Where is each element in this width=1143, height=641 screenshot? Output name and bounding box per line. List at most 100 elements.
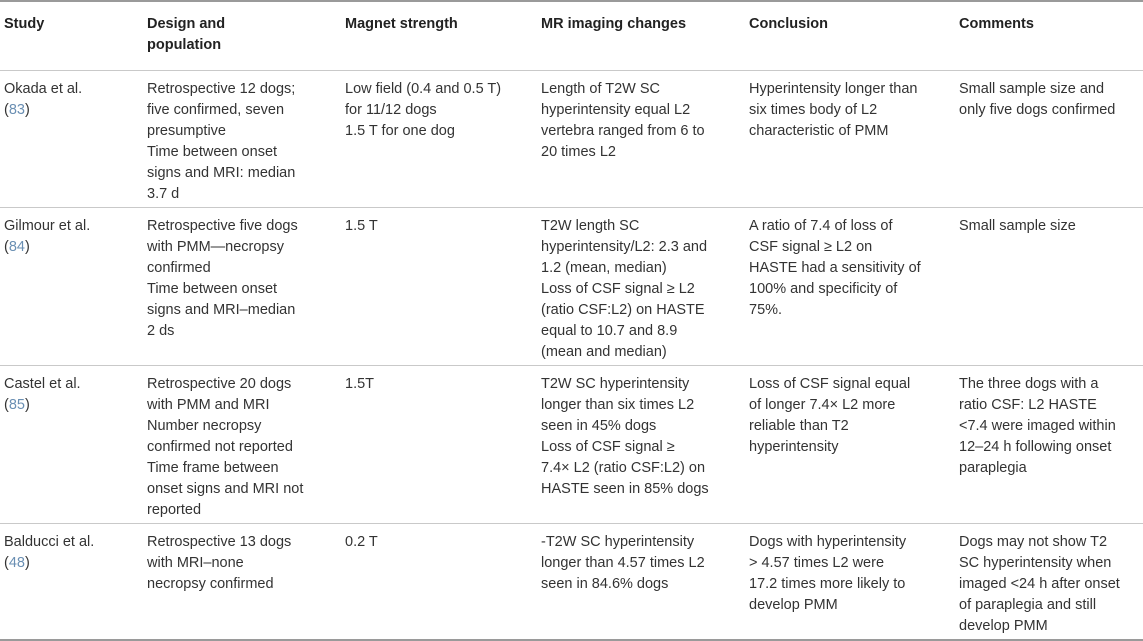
cell-text-line: Length of T2W SC bbox=[541, 81, 661, 97]
cell-text-line: Small sample size bbox=[959, 218, 1076, 234]
cell-text-line: longer than 4.57 times L2 bbox=[541, 555, 705, 571]
ref-close-paren: ) bbox=[24, 102, 30, 118]
conclusion-cell: Hyperintensity longer than six times body… bbox=[745, 70, 955, 208]
conclusion-cell: A ratio of 7.4 of loss of CSF signal ≥ L2… bbox=[745, 207, 955, 366]
cell-text-line: only five dogs confirmed bbox=[959, 102, 1116, 118]
reference-link[interactable]: 85 bbox=[8, 397, 25, 413]
cell-text-line: hyperintensity/L2: 2.3 and bbox=[541, 239, 708, 255]
cell-text-line: Low field (0.4 and 0.5 T) bbox=[345, 81, 502, 97]
cell-text-line: 100% and specificity of bbox=[749, 281, 898, 297]
cell-text-line: with MRI–none bbox=[147, 555, 244, 571]
table-row: Okada et al. (83) Retrospective 12 dogs; fi… bbox=[0, 70, 1143, 208]
study-authors: Gilmour et al. bbox=[4, 218, 91, 234]
cell-text-line: 7.4× L2 (ratio CSF:L2) on bbox=[541, 460, 706, 476]
cell-text-line: <7.4 were imaged within bbox=[959, 418, 1116, 434]
cell-text-line: The three dogs with a bbox=[959, 376, 1099, 392]
cell-text-line: characteristic of PMM bbox=[749, 123, 889, 139]
cell-text-line: with PMM—necropsy bbox=[147, 239, 284, 255]
cell-text-line: of paraplegia and still bbox=[959, 597, 1097, 613]
study-authors: Castel et al. bbox=[4, 376, 81, 392]
cell-text-line: presumptive bbox=[147, 123, 226, 139]
cell-text-line: Time frame between bbox=[147, 460, 279, 476]
cell-text-line: signs and MRI: median bbox=[147, 165, 296, 181]
cell-text-line: 3.7 d bbox=[147, 186, 180, 202]
cell-text-line: Loss of CSF signal ≥ bbox=[541, 439, 675, 455]
design-cell: Retrospective five dogs with PMM—necropsy… bbox=[143, 207, 341, 366]
comments-cell: The three dogs with a ratio CSF: L2 HASTE… bbox=[955, 365, 1143, 524]
cell-text-line: 1.2 (mean, median) bbox=[541, 260, 667, 276]
cell-text-line: Retrospective five dogs bbox=[147, 218, 298, 234]
cell-text-line: longer than six times L2 bbox=[541, 397, 695, 413]
cell-text-line: (mean and median) bbox=[541, 344, 667, 360]
cell-text-line: Time between onset bbox=[147, 144, 278, 160]
cell-text-line: necropsy confirmed bbox=[147, 576, 274, 592]
cell-text-line: confirmed not reported bbox=[147, 439, 293, 455]
cell-text-line: (ratio CSF:L2) on HASTE bbox=[541, 302, 705, 318]
cell-text-line: equal to 10.7 and 8.9 bbox=[541, 323, 678, 339]
ref-close-paren: ) bbox=[24, 239, 30, 255]
magnet-strength-cell: 1.5T bbox=[341, 365, 537, 524]
reference-link[interactable]: 84 bbox=[8, 239, 25, 255]
header-study: Study bbox=[0, 0, 143, 71]
cell-text-line: develop PMM bbox=[749, 597, 838, 613]
study-cell: Castel et al. (85) bbox=[0, 365, 143, 524]
cell-text-line: seen in 84.6% dogs bbox=[541, 576, 669, 592]
cell-text-line: Retrospective 12 dogs; bbox=[147, 81, 296, 97]
mr-imaging-cell: -T2W SC hyperintensity longer than 4.57 t… bbox=[537, 523, 745, 641]
study-cell: Okada et al. (83) bbox=[0, 70, 143, 208]
table-header: Study Design and population Magnet stren… bbox=[0, 0, 1143, 71]
cell-text-line: T2W SC hyperintensity bbox=[541, 376, 690, 392]
cell-text-line: 75%. bbox=[749, 302, 783, 318]
ref-open-paren: ( bbox=[4, 102, 9, 118]
study-reference: (85) bbox=[4, 395, 137, 416]
cell-text-line: Hyperintensity longer than bbox=[749, 81, 918, 97]
cell-text-line: five confirmed, seven bbox=[147, 102, 285, 118]
cell-text-line: paraplegia bbox=[959, 460, 1027, 476]
ref-close-paren: ) bbox=[24, 397, 30, 413]
ref-open-paren: ( bbox=[4, 239, 9, 255]
study-cell: Balducci et al. (48) bbox=[0, 523, 143, 641]
header-conclusion: Conclusion bbox=[745, 0, 955, 71]
cell-text-line: Number necropsy bbox=[147, 418, 262, 434]
magnet-strength-cell: Low field (0.4 and 0.5 T) for 11/12 dogs 1… bbox=[341, 70, 537, 208]
cell-text-line: of longer 7.4× L2 more bbox=[749, 397, 896, 413]
cell-text-line: 1.5T bbox=[345, 376, 375, 392]
cell-text-line: for 11/12 dogs bbox=[345, 102, 437, 118]
cell-text-line: seen in 45% dogs bbox=[541, 418, 657, 434]
header-row: Study Design and population Magnet stren… bbox=[0, 0, 1143, 71]
study-cell: Gilmour et al. (84) bbox=[0, 207, 143, 366]
cell-text-line: 1.5 T for one dog bbox=[345, 123, 455, 139]
cell-text-line: 2 ds bbox=[147, 323, 175, 339]
cell-text-line: HASTE seen in 85% dogs bbox=[541, 481, 709, 497]
reference-link[interactable]: 83 bbox=[8, 102, 25, 118]
magnet-strength-cell: 1.5 T bbox=[341, 207, 537, 366]
cell-text-line: hyperintensity bbox=[749, 439, 839, 455]
cell-text-line: Small sample size and bbox=[959, 81, 1105, 97]
cell-text-line: 0.2 T bbox=[345, 534, 378, 550]
cell-text-line: six times body of L2 bbox=[749, 102, 878, 118]
design-cell: Retrospective 20 dogs with PMM and MRI Num… bbox=[143, 365, 341, 524]
study-authors: Okada et al. bbox=[4, 81, 83, 97]
header-comments: Comments bbox=[955, 0, 1143, 71]
table-body: Okada et al. (83) Retrospective 12 dogs; fi… bbox=[0, 70, 1143, 641]
cell-text-line: -T2W SC hyperintensity bbox=[541, 534, 695, 550]
cell-text-line: imaged <24 h after onset bbox=[959, 576, 1120, 592]
cell-text-line: confirmed bbox=[147, 260, 211, 276]
ref-open-paren: ( bbox=[4, 397, 9, 413]
cell-text-line: > 4.57 times L2 were bbox=[749, 555, 885, 571]
mr-imaging-cell: T2W SC hyperintensity longer than six tim… bbox=[537, 365, 745, 524]
cell-text-line: 1.5 T bbox=[345, 218, 378, 234]
ref-close-paren: ) bbox=[24, 555, 30, 571]
study-reference: (48) bbox=[4, 553, 137, 574]
cell-text-line: 20 times L2 bbox=[541, 144, 616, 160]
cell-text-line: 12–24 h following onset bbox=[959, 439, 1112, 455]
study-authors: Balducci et al. bbox=[4, 534, 95, 550]
cell-text-line: with PMM and MRI bbox=[147, 397, 270, 413]
reference-link[interactable]: 48 bbox=[8, 555, 25, 571]
header-mr-imaging: MR imaging changes bbox=[537, 0, 745, 71]
cell-text-line: onset signs and MRI not bbox=[147, 481, 304, 497]
cell-text-line: Retrospective 13 dogs bbox=[147, 534, 292, 550]
ref-open-paren: ( bbox=[4, 555, 9, 571]
cell-text-line: HASTE had a sensitivity of bbox=[749, 260, 921, 276]
